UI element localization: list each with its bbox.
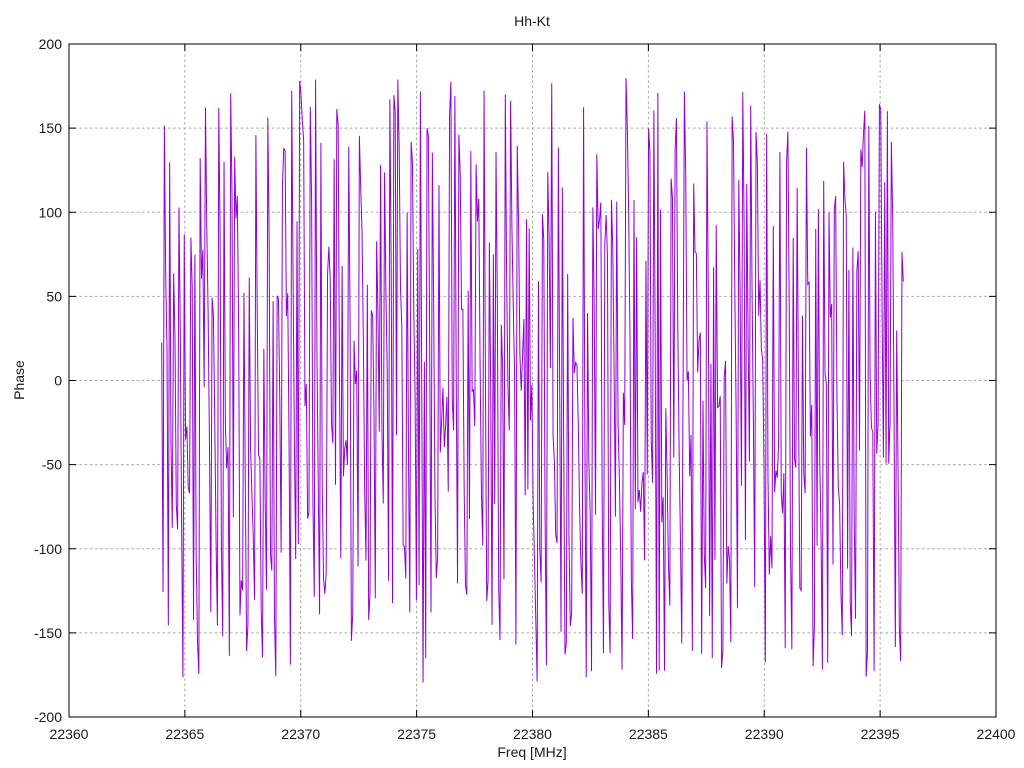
axes-and-ticks [68, 43, 997, 718]
y-tick-label: 200 [39, 36, 63, 52]
y-tick-label: 50 [46, 288, 62, 304]
x-tick-label: 22400 [977, 726, 1016, 742]
y-tick-label: -150 [34, 625, 62, 641]
y-tick-label: -50 [42, 457, 62, 473]
y-tick-label: 0 [54, 373, 62, 389]
tick-labels: 22360 22365 22370 22375 22380 22385 22390 22395… [34, 36, 1016, 742]
data-series-layer [161, 78, 904, 683]
x-tick-label: 22385 [629, 726, 668, 742]
y-axis-label: Phase [11, 360, 27, 400]
x-tick-label: 22375 [397, 726, 436, 742]
x-tick-label: 22380 [513, 726, 552, 742]
x-tick-label: 22360 [50, 726, 89, 742]
x-tick-label: 22370 [281, 726, 320, 742]
phase-data-line [161, 78, 904, 683]
y-tick-label: -200 [34, 709, 62, 725]
y-tick-label: 100 [39, 204, 63, 220]
x-tick-label: 22395 [861, 726, 900, 742]
chart-title: Hh-Kt [514, 13, 550, 29]
x-tick-label: 22390 [745, 726, 784, 742]
x-axis-label: Freq [MHz] [497, 744, 566, 760]
x-tick-label: 22365 [165, 726, 204, 742]
y-tick-label: 150 [39, 120, 63, 136]
y-tick-label: -100 [34, 541, 62, 557]
